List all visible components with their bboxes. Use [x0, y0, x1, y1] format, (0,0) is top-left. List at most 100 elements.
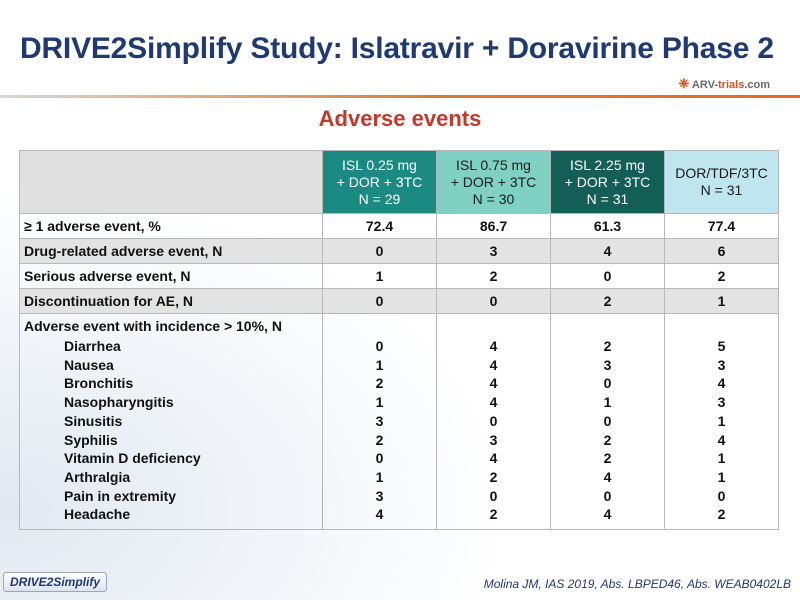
table-cell: 6 [664, 238, 779, 264]
table-cell: 0 [550, 263, 665, 289]
table-cell: 4 [489, 338, 498, 354]
logo-prefix: ARV- [691, 79, 719, 91]
table-cell: 4 [603, 506, 612, 523]
column-header-line: DOR/TDF/3TC [675, 165, 768, 181]
table-cell: 0 [717, 487, 726, 504]
event-name: Nausea [64, 356, 114, 373]
table-cell: 3 [603, 356, 612, 373]
column-header-line: ISL 2.25 mg [570, 156, 645, 173]
column-header-line: ISL 0.75 mg [456, 156, 531, 173]
table-cell: 1 [375, 468, 384, 485]
event-name: Nasopharyngitis [64, 394, 174, 411]
slide-title: DRIVE2Simplify Study: Islatravir + Dorav… [20, 32, 774, 65]
table-cell: 2 [603, 338, 612, 354]
column-header-line: N = 31 [586, 190, 629, 207]
table-row: Drug-related adverse event, N 0 3 4 6 [19, 238, 779, 264]
table-cell: 4 [717, 375, 726, 392]
table-cell: 4 [603, 468, 612, 485]
column-header-line: ISL 0.25 mg [342, 156, 417, 173]
incidence-row: Adverse event with incidence > 10%, N Di… [19, 313, 779, 530]
column-header-line: + DOR + 3TC [336, 173, 423, 190]
incidence-column-isl-2-25: 2 3 0 1 0 2 2 4 0 4 [550, 313, 665, 530]
table-cell: 2 [603, 450, 612, 467]
title-divider [0, 95, 800, 98]
table-row: ≥ 1 adverse event, % 72.4 86.7 61.3 77.4 [19, 213, 779, 239]
header-corner-cell [19, 150, 323, 214]
table-header-row: ISL 0.25 mg + DOR + 3TC N = 29 ISL 0.75 … [19, 150, 779, 214]
table-cell: 2 [717, 506, 726, 523]
table-cell: 0 [375, 450, 384, 467]
table-cell: 0 [603, 375, 612, 392]
column-header-line: + DOR + 3TC [450, 173, 537, 190]
table-cell: 4 [489, 356, 498, 373]
table-cell: 1 [717, 468, 726, 485]
row-label: Serious adverse event, N [19, 263, 323, 289]
table-cell: 4 [489, 375, 498, 392]
table-cell: 3 [375, 412, 384, 429]
table-cell: 0 [322, 288, 437, 314]
table-cell: 5 [717, 338, 726, 354]
table-cell: 86.7 [436, 213, 551, 239]
table-cell: 0 [489, 487, 498, 504]
table-cell: 4 [489, 394, 498, 411]
table-cell: 4 [550, 238, 665, 264]
table-cell: 61.3 [550, 213, 665, 239]
table-cell: 0 [603, 412, 612, 429]
table-cell: 2 [603, 431, 612, 448]
table-cell: 0 [322, 238, 437, 264]
event-name: Syphilis [64, 431, 118, 448]
table-cell: 3 [717, 394, 726, 411]
table-cell: 4 [717, 431, 726, 448]
column-header-line: N = 30 [472, 190, 515, 207]
table-cell: 3 [436, 238, 551, 264]
event-name: Headache [64, 506, 131, 523]
incidence-label-cell: Adverse event with incidence > 10%, N Di… [19, 313, 323, 530]
row-label: Discontinuation for AE, N [19, 288, 323, 314]
column-header-isl-0-25: ISL 0.25 mg + DOR + 3TC N = 29 [322, 150, 437, 214]
table-cell: 0 [489, 412, 498, 429]
row-label: ≥ 1 adverse event, % [19, 213, 323, 239]
column-header-isl-2-25: ISL 2.25 mg + DOR + 3TC N = 31 [550, 150, 665, 214]
table-row: Serious adverse event, N 1 2 0 2 [19, 263, 779, 289]
table-cell: 4 [489, 450, 498, 467]
table-cell: 2 [436, 263, 551, 289]
table-cell: 2 [664, 263, 779, 289]
incidence-column-isl-0-25: 0 1 2 1 3 2 0 1 3 4 [322, 313, 437, 530]
table-row: Discontinuation for AE, N 0 0 2 1 [19, 288, 779, 314]
table-cell: 3 [489, 431, 498, 448]
table-cell: 0 [375, 338, 384, 354]
incidence-column-dor-tdf-3tc: 5 3 4 3 1 4 1 1 0 2 [664, 313, 779, 530]
column-header-isl-0-75: ISL 0.75 mg + DOR + 3TC N = 30 [436, 150, 551, 214]
table-cell: 2 [489, 468, 498, 485]
table-cell: 77.4 [664, 213, 779, 239]
event-name: Sinusitis [64, 412, 123, 429]
row-label: Adverse event with incidence > 10%, N [24, 318, 282, 334]
table-cell: 2 [375, 431, 384, 448]
event-name: Diarrhea [64, 338, 121, 354]
table-cell: 1 [322, 263, 437, 289]
table-cell: 0 [436, 288, 551, 314]
column-header-line: + DOR + 3TC [564, 173, 651, 190]
incidence-column-isl-0-75: 4 4 4 4 0 3 4 2 0 2 [436, 313, 551, 530]
event-name: Pain in extremity [64, 487, 177, 504]
table-cell: 2 [550, 288, 665, 314]
table-cell: 2 [375, 375, 384, 392]
column-header-dor-tdf-3tc: DOR/TDF/3TC N = 31 [664, 150, 779, 214]
citation: Molina JM, IAS 2019, Abs. LBPED46, Abs. … [483, 577, 791, 591]
table-cell: 72.4 [322, 213, 437, 239]
logo-accent: trials [718, 79, 745, 91]
table-cell: 1 [664, 288, 779, 314]
column-header-line: N = 29 [358, 190, 401, 207]
table-cell: 4 [375, 506, 384, 523]
logo-suffix: .com [744, 79, 770, 91]
adverse-events-table: ISL 0.25 mg + DOR + 3TC N = 29 ISL 0.75 … [19, 150, 779, 530]
row-label: Drug-related adverse event, N [19, 238, 323, 264]
logo-icon: ❈ [678, 76, 690, 91]
table-cell: 2 [489, 506, 498, 523]
arv-trials-logo: ❈ ARV-trials.com [678, 76, 770, 92]
table-cell: 1 [603, 394, 612, 411]
column-header-line: N = 31 [700, 182, 743, 198]
table-cell: 1 [375, 356, 384, 373]
table-cell: 1 [717, 412, 726, 429]
table-cell: 3 [717, 356, 726, 373]
